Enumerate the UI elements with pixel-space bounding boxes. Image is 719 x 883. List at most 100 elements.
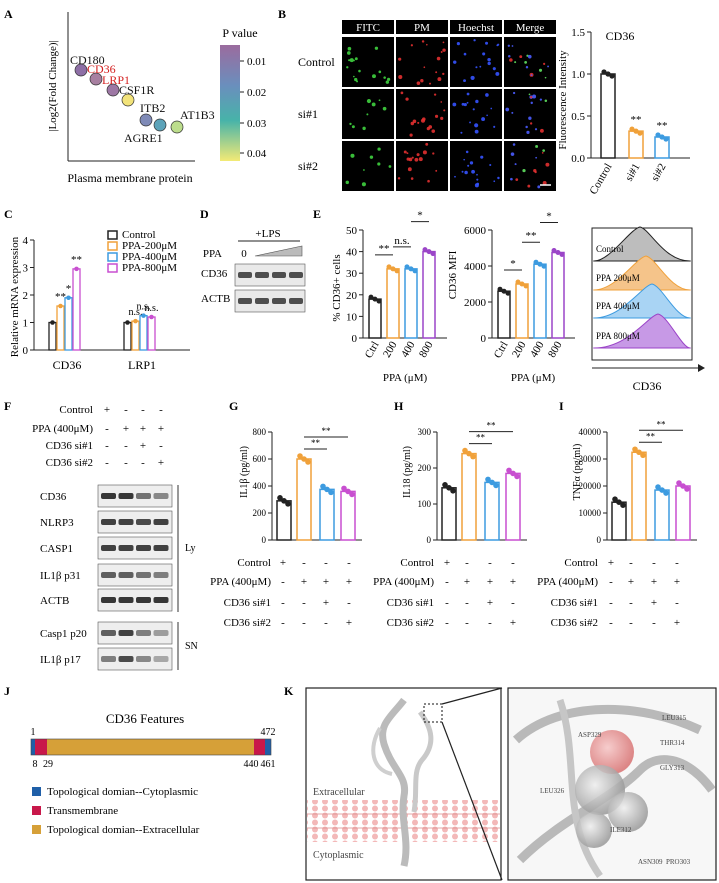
- f-blot-strip: [97, 588, 173, 612]
- b-cell-dot: [353, 59, 355, 62]
- b-cell-dot: [532, 94, 537, 99]
- b-cell-dot: [541, 152, 544, 154]
- g-point: [349, 491, 355, 498]
- k-detail-ribbon2: [516, 755, 716, 864]
- f-sign: +: [140, 423, 146, 435]
- k-protein-ribbon2: [411, 710, 434, 813]
- i-point: [640, 452, 646, 459]
- ghi-sign: -: [324, 617, 328, 629]
- b-cell-dot: [530, 101, 533, 105]
- b-point: [601, 69, 607, 75]
- e1-point: [422, 247, 428, 253]
- f-band: [118, 545, 134, 551]
- e3-arrowhead: [698, 364, 705, 372]
- c-sig: *: [66, 283, 72, 295]
- d-treatment: +LPS: [255, 228, 280, 240]
- ghi-condition-tables: Control + - - -PPA (400μM) - + + +CD36 si#1- - + -C…: [210, 557, 680, 629]
- e3-label: PPA 800μM: [596, 331, 640, 341]
- i-bar: [631, 451, 647, 541]
- b-col-header-bg: [342, 20, 394, 34]
- k-zoom-line-bottom: [441, 721, 503, 881]
- b-cell-dot: [538, 68, 543, 72]
- j-seg-extracellular: [47, 739, 254, 755]
- ghi-sign: -: [629, 557, 633, 569]
- f-band-label: CASP1: [40, 543, 73, 555]
- c-sig: **: [55, 291, 66, 303]
- b-cell-dot: [425, 142, 429, 146]
- b-ytick-label: 0.5: [571, 111, 585, 123]
- b-cell-dot: [358, 69, 361, 73]
- e1-ylabel: % CD36+ cells: [331, 254, 343, 321]
- b-cell-dot: [524, 61, 527, 64]
- b-cell-dot: [436, 56, 441, 61]
- b-cell-dot: [492, 67, 496, 71]
- e1-point: [372, 296, 378, 302]
- d-band-label-actb: ACTB: [201, 293, 230, 305]
- b-cell-dot: [526, 130, 530, 135]
- b-cell-dot: [474, 183, 479, 188]
- f-sign: +: [123, 423, 129, 435]
- j-end: 472: [261, 727, 276, 738]
- i-ytick-label: 0: [597, 535, 602, 545]
- b-cell-dot: [435, 71, 438, 74]
- f-sign: +: [104, 404, 110, 416]
- i-point: [663, 490, 669, 496]
- b-cell-dot: [345, 180, 350, 185]
- panel-i: TNFα (pg/ml) 0 10000 20000 30000 40000 ****: [572, 419, 697, 545]
- d-band: [272, 298, 286, 304]
- b-cell-dot: [378, 99, 381, 102]
- j-legend-swatch-tm: [32, 806, 41, 815]
- f-sign: +: [140, 440, 146, 452]
- b-cell-dot: [507, 55, 511, 58]
- f-band: [136, 493, 151, 499]
- ghi-sign: -: [465, 597, 469, 609]
- panel-label-j: J: [4, 684, 10, 698]
- b-cell-dot: [540, 128, 544, 133]
- a-label-csf1r: CSF1R: [119, 83, 154, 97]
- b-cell-dot: [456, 42, 460, 46]
- f-band: [118, 572, 134, 578]
- panel-e-mfi: CD36 MFI PPA (μM) 0 2000 4000 6000 Ctrl 200 40…: [447, 211, 575, 384]
- b-cell-dot: [429, 82, 432, 85]
- k-residue-thr314: THR314: [660, 739, 685, 747]
- j-mark-29: 29: [43, 759, 53, 770]
- e2-ylabel: CD36 MFI: [447, 250, 459, 299]
- e3-histogram: [593, 255, 691, 291]
- f-sign: -: [141, 457, 145, 469]
- c-ytick-label: 3: [23, 263, 29, 275]
- c-legend-swatch: [107, 241, 118, 251]
- e1-ytick-label: 0: [352, 333, 358, 345]
- ghi-sign: +: [346, 576, 352, 588]
- b-cell-dot: [470, 75, 475, 80]
- e2-point: [523, 283, 529, 289]
- e1-point: [390, 266, 396, 272]
- b-ytick-label: 0.0: [571, 153, 585, 165]
- b-cell-dot: [509, 58, 513, 62]
- c-point: [125, 320, 130, 325]
- c-ytick-label: 4: [23, 235, 29, 247]
- e2-bar: [533, 263, 547, 339]
- b-point: [637, 130, 643, 136]
- j-title: CD36 Features: [106, 711, 184, 726]
- e2-point: [533, 259, 539, 265]
- f-sign: -: [159, 440, 163, 452]
- j-legend-swatch-extra: [32, 825, 41, 834]
- ghi-sign: -: [302, 557, 306, 569]
- b-cell-dot: [420, 79, 424, 83]
- h-bar: [505, 472, 521, 541]
- e1-point: [404, 264, 410, 270]
- b-cell-dot: [469, 121, 471, 124]
- e2-ytick-label: 0: [481, 333, 487, 345]
- b-ylabel: Fluorescence Intensity: [557, 50, 569, 150]
- ghi-sign: -: [445, 597, 449, 609]
- b-cell-dot: [475, 99, 479, 104]
- b-cell-dot: [463, 52, 467, 56]
- e3-label: PPA 200μM: [596, 273, 640, 283]
- f-band-label: NLRP3: [40, 517, 74, 529]
- e2-point: [541, 263, 547, 269]
- h-bar: [461, 452, 477, 541]
- b-cell-dot: [543, 62, 546, 65]
- e2-sig: **: [526, 230, 537, 242]
- b-cell-dot: [440, 51, 443, 53]
